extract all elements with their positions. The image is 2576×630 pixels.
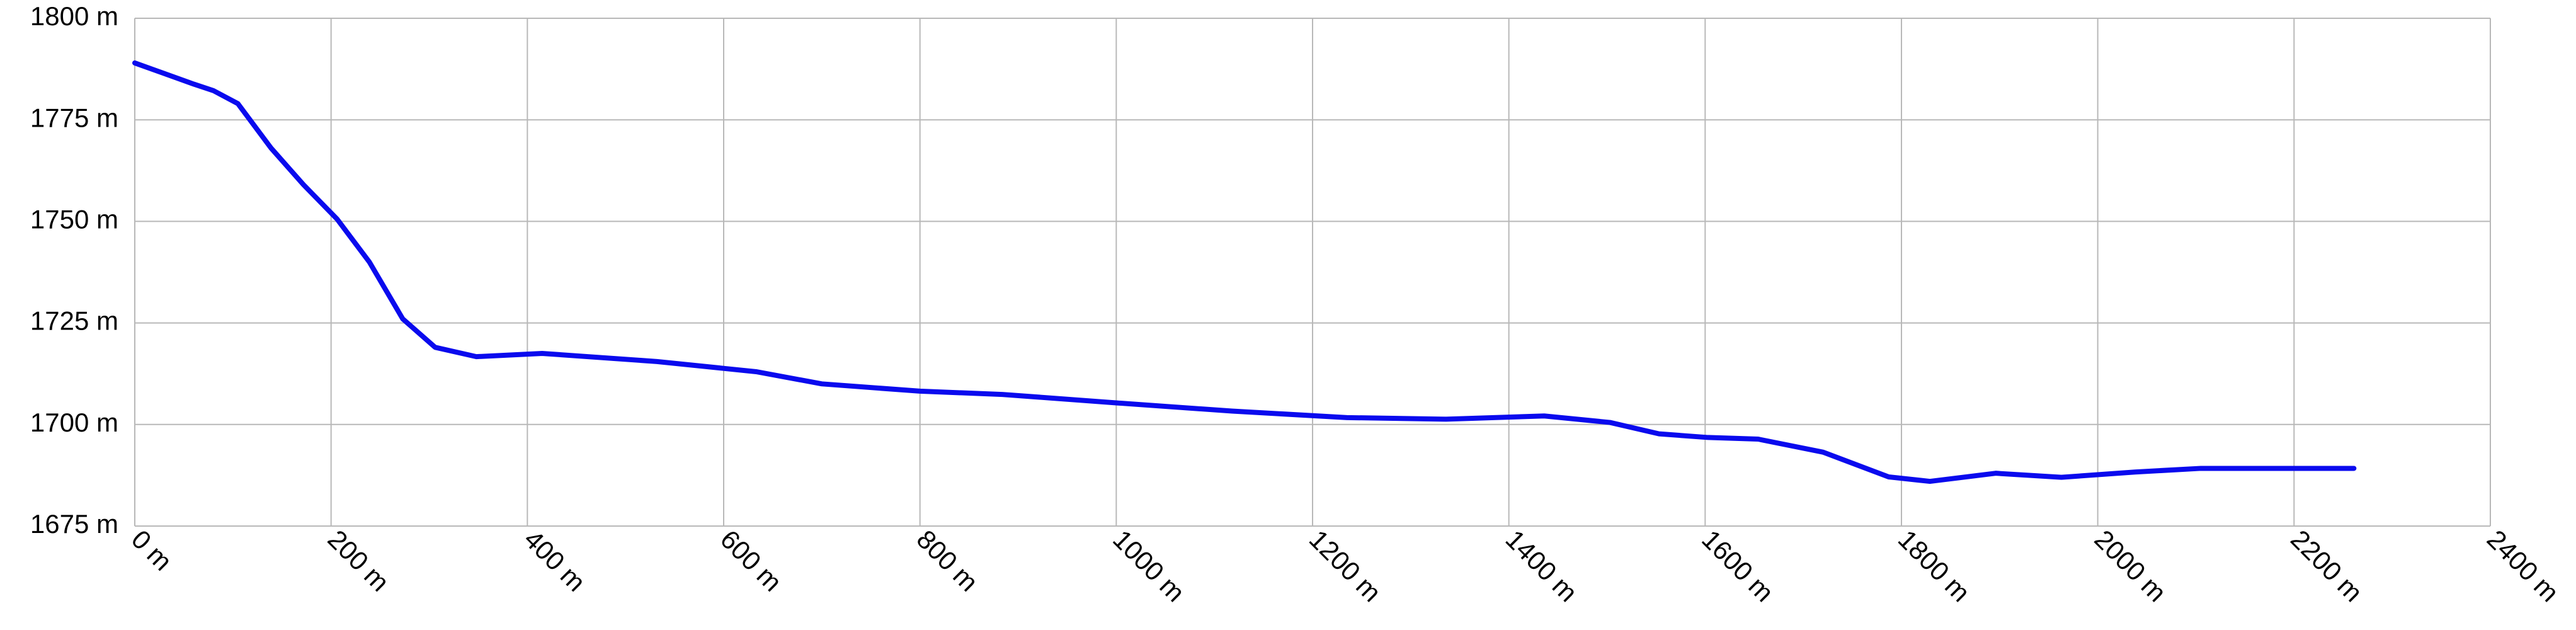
- x-tick-label: 1600 m: [1696, 524, 1779, 607]
- x-tick-label: 2000 m: [2089, 524, 2172, 607]
- x-tick-label: 1400 m: [1500, 524, 1583, 607]
- elevation-line: [132, 60, 2357, 484]
- y-tick-label: 1775 m: [30, 103, 118, 132]
- y-tick-label: 1700 m: [30, 408, 118, 437]
- x-tick-label: 400 m: [518, 524, 591, 597]
- y-tick-label: 1725 m: [30, 306, 118, 336]
- x-tick-label: 800 m: [911, 524, 984, 597]
- x-tick-label: 0 m: [126, 524, 178, 576]
- x-tick-label: 1200 m: [1304, 524, 1387, 607]
- x-tick-label: 2200 m: [2285, 524, 2368, 607]
- y-tick-label: 1675 m: [30, 509, 118, 539]
- y-tick-label: 1750 m: [30, 204, 118, 234]
- x-tick-label: 200 m: [322, 524, 395, 597]
- x-tick-label: 1000 m: [1107, 524, 1190, 607]
- x-tick-label: 1800 m: [1893, 524, 1976, 607]
- y-tick-label: 1800 m: [30, 1, 118, 31]
- x-tick-label: 2400 m: [2482, 524, 2565, 607]
- x-tick-label: 600 m: [715, 524, 788, 597]
